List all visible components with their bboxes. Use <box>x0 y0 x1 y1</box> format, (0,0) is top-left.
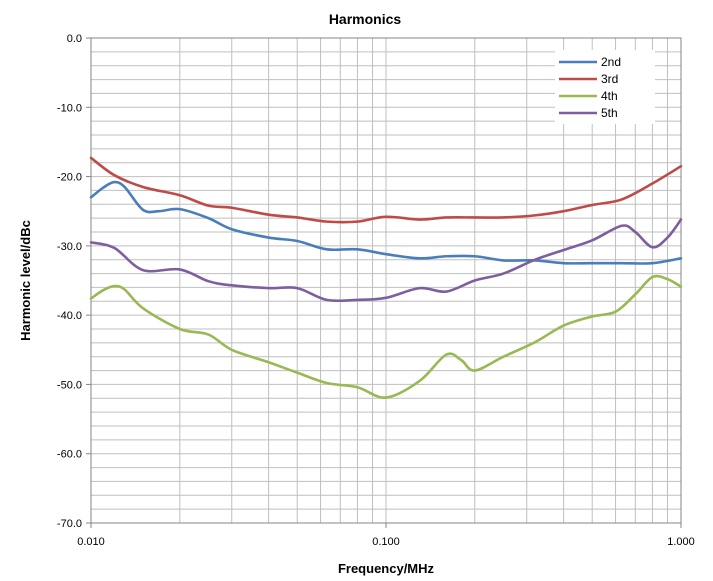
legend-entry-4th: 4th <box>601 89 618 103</box>
y-tick-label: -10.0 <box>57 102 82 114</box>
x-tick-label: 0.100 <box>372 536 400 548</box>
series-line-4th <box>89 274 683 399</box>
chart-title: Harmonics <box>329 11 402 27</box>
legend-entry-3rd: 3rd <box>601 72 618 86</box>
y-tick-label: -60.0 <box>57 449 82 461</box>
y-tick-label: -30.0 <box>57 241 82 253</box>
legend-entry-5th: 5th <box>601 106 618 120</box>
tick-labels: 0.0 -10.0 -20.0 -30.0 -40.0 -50.0 -60.0 -70.0 0.… <box>57 33 695 548</box>
y-tick-label: -40.0 <box>57 310 82 322</box>
x-tick-label: 0.010 <box>77 536 105 548</box>
series-line-3rd <box>89 156 683 224</box>
legend: 2nd 3rd 4th 5th <box>555 50 655 124</box>
series-line-2nd <box>89 180 683 265</box>
y-tick-label: 0.0 <box>67 33 82 45</box>
y-tick-label: -50.0 <box>57 379 82 391</box>
series-line-5th <box>89 218 683 303</box>
legend-entry-2nd: 2nd <box>601 55 621 69</box>
y-axis-label: Harmonic level/dBc <box>18 220 33 341</box>
x-tick-label: 1.000 <box>667 536 695 548</box>
series-lines <box>89 156 683 399</box>
y-tick-label: -70.0 <box>57 518 82 530</box>
x-axis-label: Frequency/MHz <box>338 561 435 576</box>
gridlines <box>90 37 681 524</box>
y-tick-label: -20.0 <box>57 172 82 184</box>
